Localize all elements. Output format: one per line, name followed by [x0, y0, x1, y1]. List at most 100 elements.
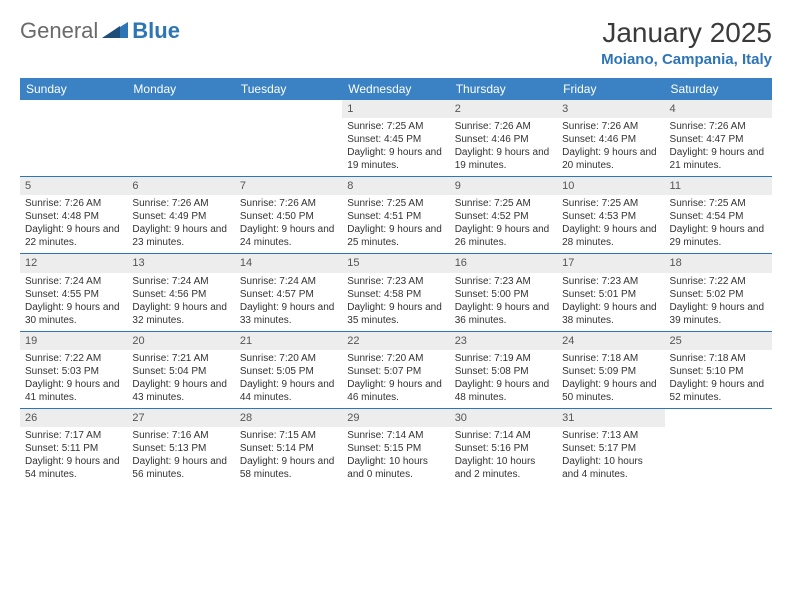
daylight-line: Daylight: 9 hours and 30 minutes. — [25, 301, 122, 327]
sunset-line: Sunset: 5:11 PM — [25, 442, 122, 455]
daylight-line: Daylight: 10 hours and 4 minutes. — [562, 455, 659, 481]
daylight-line: Daylight: 9 hours and 19 minutes. — [347, 146, 444, 172]
sunrise-line: Sunrise: 7:26 AM — [132, 197, 229, 210]
day-number: 7 — [235, 177, 342, 195]
sunrise-line: Sunrise: 7:26 AM — [562, 120, 659, 133]
daylight-line: Daylight: 9 hours and 32 minutes. — [132, 301, 229, 327]
day-details: Sunrise: 7:16 AMSunset: 5:13 PMDaylight:… — [127, 429, 234, 481]
day-cell: 30Sunrise: 7:14 AMSunset: 5:16 PMDayligh… — [450, 409, 557, 485]
day-details: Sunrise: 7:23 AMSunset: 5:01 PMDaylight:… — [557, 275, 664, 327]
daylight-line: Daylight: 9 hours and 24 minutes. — [240, 223, 337, 249]
sunset-line: Sunset: 4:46 PM — [562, 133, 659, 146]
sunset-line: Sunset: 5:02 PM — [670, 288, 767, 301]
daylight-line: Daylight: 9 hours and 20 minutes. — [562, 146, 659, 172]
sunrise-line: Sunrise: 7:15 AM — [240, 429, 337, 442]
day-number: 21 — [235, 332, 342, 350]
day-cell: 26Sunrise: 7:17 AMSunset: 5:11 PMDayligh… — [20, 409, 127, 485]
sunrise-line: Sunrise: 7:21 AM — [132, 352, 229, 365]
day-cell: 13Sunrise: 7:24 AMSunset: 4:56 PMDayligh… — [127, 254, 234, 330]
sunrise-line: Sunrise: 7:23 AM — [562, 275, 659, 288]
sunrise-line: Sunrise: 7:25 AM — [347, 120, 444, 133]
day-cell: 17Sunrise: 7:23 AMSunset: 5:01 PMDayligh… — [557, 254, 664, 330]
daylight-line: Daylight: 9 hours and 44 minutes. — [240, 378, 337, 404]
day-cell: 20Sunrise: 7:21 AMSunset: 5:04 PMDayligh… — [127, 332, 234, 408]
sunset-line: Sunset: 4:46 PM — [455, 133, 552, 146]
day-cell: 23Sunrise: 7:19 AMSunset: 5:08 PMDayligh… — [450, 332, 557, 408]
daylight-line: Daylight: 9 hours and 46 minutes. — [347, 378, 444, 404]
day-number: 27 — [127, 409, 234, 427]
day-cell: 27 Sunrise: 7:16 AMSunset: 5:13 PMDayligh… — [127, 409, 234, 485]
day-number: 31 — [557, 409, 664, 427]
day-number: 5 — [20, 177, 127, 195]
sunrise-line: Sunrise: 7:26 AM — [25, 197, 122, 210]
sunset-line: Sunset: 4:53 PM — [562, 210, 659, 223]
daylight-line: Daylight: 9 hours and 22 minutes. — [25, 223, 122, 249]
daylight-line: Daylight: 9 hours and 23 minutes. — [132, 223, 229, 249]
weeks-container: ...1Sunrise: 7:25 AMSunset: 4:45 PMDayli… — [20, 100, 772, 485]
sunset-line: Sunset: 5:14 PM — [240, 442, 337, 455]
day-details: Sunrise: 7:24 AMSunset: 4:57 PMDaylight:… — [235, 275, 342, 327]
daylight-line: Daylight: 9 hours and 38 minutes. — [562, 301, 659, 327]
day-number: 8 — [342, 177, 449, 195]
daylight-line: Daylight: 9 hours and 28 minutes. — [562, 223, 659, 249]
sunset-line: Sunset: 4:45 PM — [347, 133, 444, 146]
day-cell: 16Sunrise: 7:23 AMSunset: 5:00 PMDayligh… — [450, 254, 557, 330]
day-details: Sunrise: 7:15 AMSunset: 5:14 PMDaylight:… — [235, 429, 342, 481]
logo-text-general: General — [20, 18, 98, 44]
sunset-line: Sunset: 4:58 PM — [347, 288, 444, 301]
daylight-line: Daylight: 9 hours and 21 minutes. — [670, 146, 767, 172]
sunrise-line: Sunrise: 7:17 AM — [25, 429, 122, 442]
sunrise-line: Sunrise: 7:26 AM — [670, 120, 767, 133]
sunset-line: Sunset: 5:01 PM — [562, 288, 659, 301]
sunrise-line: Sunrise: 7:20 AM — [347, 352, 444, 365]
day-number: 11 — [665, 177, 772, 195]
day-number: 24 — [557, 332, 664, 350]
day-number: 10 — [557, 177, 664, 195]
day-details: Sunrise: 7:22 AMSunset: 5:02 PMDaylight:… — [665, 275, 772, 327]
daylight-line: Daylight: 9 hours and 35 minutes. — [347, 301, 444, 327]
day-details: Sunrise: 7:23 AMSunset: 5:00 PMDaylight:… — [450, 275, 557, 327]
daylight-line: Daylight: 9 hours and 48 minutes. — [455, 378, 552, 404]
logo-triangle-icon — [102, 18, 128, 44]
day-cell: 19Sunrise: 7:22 AMSunset: 5:03 PMDayligh… — [20, 332, 127, 408]
sunset-line: Sunset: 5:05 PM — [240, 365, 337, 378]
weekday-header: Friday — [557, 78, 664, 100]
day-cell: 15Sunrise: 7:23 AMSunset: 4:58 PMDayligh… — [342, 254, 449, 330]
sunrise-line: Sunrise: 7:13 AM — [562, 429, 659, 442]
day-cell: 14Sunrise: 7:24 AMSunset: 4:57 PMDayligh… — [235, 254, 342, 330]
sunrise-line: Sunrise: 7:26 AM — [240, 197, 337, 210]
week-row: 12Sunrise: 7:24 AMSunset: 4:55 PMDayligh… — [20, 254, 772, 331]
sunset-line: Sunset: 4:54 PM — [670, 210, 767, 223]
sunrise-line: Sunrise: 7:14 AM — [347, 429, 444, 442]
day-cell: 21Sunrise: 7:20 AMSunset: 5:05 PMDayligh… — [235, 332, 342, 408]
day-number: 2 — [450, 100, 557, 118]
day-details: Sunrise: 7:18 AMSunset: 5:09 PMDaylight:… — [557, 352, 664, 404]
day-details: Sunrise: 7:14 AMSunset: 5:16 PMDaylight:… — [450, 429, 557, 481]
logo: General Blue — [20, 18, 180, 44]
sunrise-line: Sunrise: 7:22 AM — [670, 275, 767, 288]
weekday-header: Saturday — [665, 78, 772, 100]
day-number: 6 — [127, 177, 234, 195]
day-cell: 18Sunrise: 7:22 AMSunset: 5:02 PMDayligh… — [665, 254, 772, 330]
day-cell: 6 Sunrise: 7:26 AMSunset: 4:49 PMDaylight… — [127, 177, 234, 253]
day-cell: 1Sunrise: 7:25 AMSunset: 4:45 PMDaylight… — [342, 100, 449, 176]
day-number: 28 — [235, 409, 342, 427]
sunset-line: Sunset: 4:47 PM — [670, 133, 767, 146]
day-details: Sunrise: 7:26 AMSunset: 4:46 PMDaylight:… — [450, 120, 557, 172]
day-details: Sunrise: 7:25 AMSunset: 4:45 PMDaylight:… — [342, 120, 449, 172]
day-details: Sunrise: 7:14 AMSunset: 5:15 PMDaylight:… — [342, 429, 449, 481]
day-number: 12 — [20, 254, 127, 272]
day-cell: 29Sunrise: 7:14 AMSunset: 5:15 PMDayligh… — [342, 409, 449, 485]
sunset-line: Sunset: 5:16 PM — [455, 442, 552, 455]
sunset-line: Sunset: 5:04 PM — [132, 365, 229, 378]
daylight-line: Daylight: 9 hours and 36 minutes. — [455, 301, 552, 327]
day-cell: 2 Sunrise: 7:26 AMSunset: 4:46 PMDaylight… — [450, 100, 557, 176]
day-details: Sunrise: 7:26 AMSunset: 4:49 PMDaylight:… — [127, 197, 234, 249]
sunrise-line: Sunrise: 7:22 AM — [25, 352, 122, 365]
weekday-header: Thursday — [450, 78, 557, 100]
day-details: Sunrise: 7:26 AMSunset: 4:50 PMDaylight:… — [235, 197, 342, 249]
sunset-line: Sunset: 5:10 PM — [670, 365, 767, 378]
sunrise-line: Sunrise: 7:24 AM — [132, 275, 229, 288]
day-number: 25 — [665, 332, 772, 350]
sunset-line: Sunset: 4:57 PM — [240, 288, 337, 301]
